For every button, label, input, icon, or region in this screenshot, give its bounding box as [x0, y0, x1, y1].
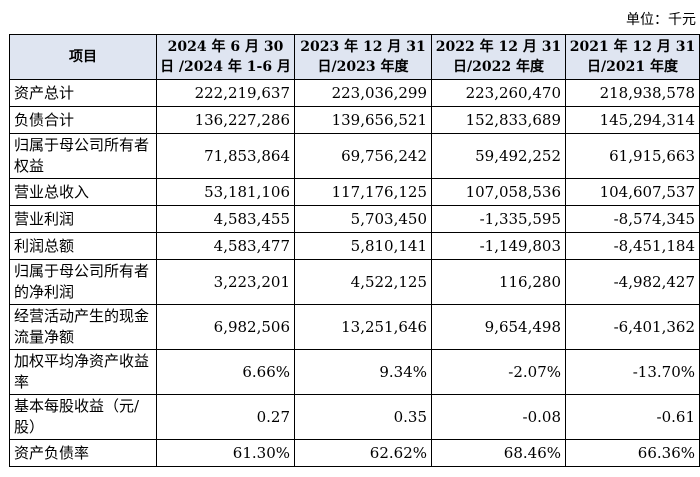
cell-value: 4,522,125	[294, 259, 432, 305]
cell-value: 5,810,141	[294, 232, 432, 260]
cell-value: -6,401,362	[565, 304, 700, 350]
cell-value: 62.62%	[294, 439, 432, 467]
cell-value: -1,149,803	[431, 232, 566, 260]
cell-value: -8,451,184	[565, 232, 700, 260]
financial-summary-table: 项目 2024 年 6 月 30 日 /2024 年 1-6 月 2023 年 …	[9, 34, 700, 467]
table-row: 负债合计 136,227,286 139,656,521 152,833,689…	[9, 106, 700, 134]
cell-value: 5,703,450	[294, 205, 432, 233]
cell-value: -0.08	[431, 394, 566, 440]
row-label: 利润总额	[9, 232, 157, 260]
header-2023: 2023 年 12 月 31 日/2023 年度	[294, 34, 432, 80]
header-2021: 2021 年 12 月 31 日/2021 年度	[565, 34, 700, 80]
table-row: 归属于母公司所有者权益 71,853,864 69,756,242 59,492…	[9, 133, 700, 179]
table-header-row: 项目 2024 年 6 月 30 日 /2024 年 1-6 月 2023 年 …	[9, 34, 700, 80]
cell-value: 9,654,498	[431, 304, 566, 350]
cell-value: 145,294,314	[565, 106, 700, 134]
cell-value: 4,583,455	[156, 205, 295, 233]
cell-value: 223,260,470	[431, 79, 566, 107]
cell-value: 117,176,125	[294, 178, 432, 206]
header-item: 项目	[9, 34, 157, 80]
cell-value: 4,583,477	[156, 232, 295, 260]
cell-value: 0.35	[294, 394, 432, 440]
cell-value: 3,223,201	[156, 259, 295, 305]
cell-value: 68.46%	[431, 439, 566, 467]
cell-value: -0.61	[565, 394, 700, 440]
table-row: 经营活动产生的现金流量净额 6,982,506 13,251,646 9,654…	[9, 304, 700, 350]
cell-value: 61.30%	[156, 439, 295, 467]
cell-value: -1,335,595	[431, 205, 566, 233]
row-label: 经营活动产生的现金流量净额	[9, 304, 157, 350]
cell-value: 59,492,252	[431, 133, 566, 179]
cell-value: 6,982,506	[156, 304, 295, 350]
cell-value: 53,181,106	[156, 178, 295, 206]
cell-value: 222,219,637	[156, 79, 295, 107]
table-row: 营业总收入 53,181,106 117,176,125 107,058,536…	[9, 178, 700, 206]
row-label: 归属于母公司所有者的净利润	[9, 259, 157, 305]
table-row: 资产总计 222,219,637 223,036,299 223,260,470…	[9, 79, 700, 107]
cell-value: 66.36%	[565, 439, 700, 467]
cell-value: 104,607,537	[565, 178, 700, 206]
cell-value: 218,938,578	[565, 79, 700, 107]
cell-value: 71,853,864	[156, 133, 295, 179]
cell-value: -4,982,427	[565, 259, 700, 305]
cell-value: 116,280	[431, 259, 566, 305]
cell-value: 61,915,663	[565, 133, 700, 179]
row-label: 基本每股收益（元/股）	[9, 394, 157, 440]
table-row: 归属于母公司所有者的净利润 3,223,201 4,522,125 116,28…	[9, 259, 700, 305]
cell-value: 139,656,521	[294, 106, 432, 134]
table-row: 利润总额 4,583,477 5,810,141 -1,149,803 -8,4…	[9, 232, 700, 260]
cell-value: 136,227,286	[156, 106, 295, 134]
table-row: 加权平均净资产收益率 6.66% 9.34% -2.07% -13.70%	[9, 349, 700, 395]
header-2022: 2022 年 12 月 31 日/2022 年度	[431, 34, 566, 80]
table-row: 基本每股收益（元/股） 0.27 0.35 -0.08 -0.61	[9, 394, 700, 440]
row-label: 归属于母公司所有者权益	[9, 133, 157, 179]
cell-value: -2.07%	[431, 349, 566, 395]
cell-value: 69,756,242	[294, 133, 432, 179]
row-label: 营业利润	[9, 205, 157, 233]
row-label: 资产负债率	[9, 439, 157, 467]
cell-value: 6.66%	[156, 349, 295, 395]
cell-value: 13,251,646	[294, 304, 432, 350]
cell-value: 107,058,536	[431, 178, 566, 206]
row-label: 加权平均净资产收益率	[9, 349, 157, 395]
cell-value: 9.34%	[294, 349, 432, 395]
unit-note: 单位：千元	[626, 12, 696, 28]
cell-value: -13.70%	[565, 349, 700, 395]
row-label: 营业总收入	[9, 178, 157, 206]
cell-value: 152,833,689	[431, 106, 566, 134]
header-2024-h1: 2024 年 6 月 30 日 /2024 年 1-6 月	[156, 34, 295, 80]
cell-value: -8,574,345	[565, 205, 700, 233]
table-row: 营业利润 4,583,455 5,703,450 -1,335,595 -8,5…	[9, 205, 700, 233]
row-label: 资产总计	[9, 79, 157, 107]
cell-value: 223,036,299	[294, 79, 432, 107]
cell-value: 0.27	[156, 394, 295, 440]
table-row: 资产负债率 61.30% 62.62% 68.46% 66.36%	[9, 439, 700, 467]
row-label: 负债合计	[9, 106, 157, 134]
